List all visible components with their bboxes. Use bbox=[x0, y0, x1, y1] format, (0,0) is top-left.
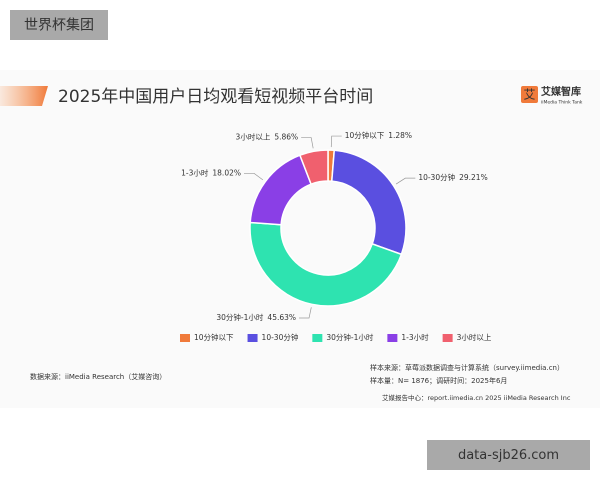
leader-line bbox=[330, 135, 342, 148]
slice bbox=[298, 149, 329, 186]
chart-title: 2025年中国用户日均观看短视频平台时间 bbox=[58, 87, 373, 107]
leader-line bbox=[301, 137, 314, 149]
slice-label-value: 45.63% bbox=[267, 313, 296, 322]
donut-chart: 10分钟以下 1.28%10-30分钟 29.21%30分钟-1小时 45.63%1-… bbox=[180, 130, 492, 342]
legend-label: 10分钟以下 bbox=[194, 332, 234, 342]
leader-line bbox=[244, 172, 264, 181]
card bbox=[0, 70, 600, 408]
logo-icon bbox=[521, 86, 538, 103]
slice-label-name: 3小时以上 bbox=[236, 132, 271, 142]
footer: 艾媒报告中心：report.iimedia.cn 2025 iiMedia Re… bbox=[382, 393, 571, 402]
site-watermark-box bbox=[427, 440, 590, 470]
slice-label: 1-3小时 18.02% bbox=[181, 167, 241, 177]
slice-label: 30分钟-1小时 45.63% bbox=[216, 312, 296, 322]
slice-label: 10-30分钟 29.21% bbox=[418, 172, 487, 182]
slice-label: 3小时以上 5.86% bbox=[236, 132, 299, 142]
logo-icon-text: 艾 bbox=[523, 88, 535, 102]
legend-swatch bbox=[387, 334, 398, 342]
legend-swatch bbox=[312, 334, 323, 342]
logo-subtitle: iiMedia Think Tank bbox=[541, 100, 583, 106]
watermark: 世界杯集团 bbox=[24, 17, 94, 34]
legend-label: 3小时以上 bbox=[457, 332, 492, 342]
slice-label-name: 10分钟以下 bbox=[345, 130, 385, 140]
site-watermark: data-sjb26.com bbox=[458, 448, 559, 463]
slice-label-value: 5.86% bbox=[274, 133, 298, 142]
title-accent bbox=[0, 86, 48, 106]
legend-swatch bbox=[247, 334, 258, 342]
sample-source: 样本来源：草莓派数据调查与计算系统（survey.iimedia.cn） bbox=[370, 363, 564, 372]
legend-label: 10-30分钟 bbox=[262, 332, 299, 342]
watermark-box bbox=[10, 10, 108, 40]
slice-label: 10分钟以下 1.28% bbox=[345, 130, 412, 140]
sample-size: 样本量：N= 1876；调研时间：2025年6月 bbox=[370, 376, 507, 385]
logo-name: 艾媒智库 bbox=[541, 85, 581, 98]
legend-label: 1-3小时 bbox=[401, 332, 429, 342]
legend-swatch bbox=[442, 334, 453, 342]
leader-line bbox=[299, 307, 312, 319]
leader-line bbox=[395, 177, 416, 185]
slice-label-name: 10-30分钟 bbox=[418, 172, 455, 182]
slice-label-value: 1.28% bbox=[388, 131, 412, 140]
source: 数据来源：iiMedia Research（艾媒咨询） bbox=[30, 372, 166, 381]
legend-label: 30分钟-1小时 bbox=[326, 332, 374, 342]
slice bbox=[249, 221, 403, 307]
slice-label-name: 1-3小时 bbox=[181, 167, 209, 177]
slice-label-name: 30分钟-1小时 bbox=[216, 312, 264, 322]
legend-swatch bbox=[180, 334, 190, 342]
slice-label-value: 18.02% bbox=[212, 168, 241, 177]
slice-label-value: 29.21% bbox=[459, 173, 488, 182]
